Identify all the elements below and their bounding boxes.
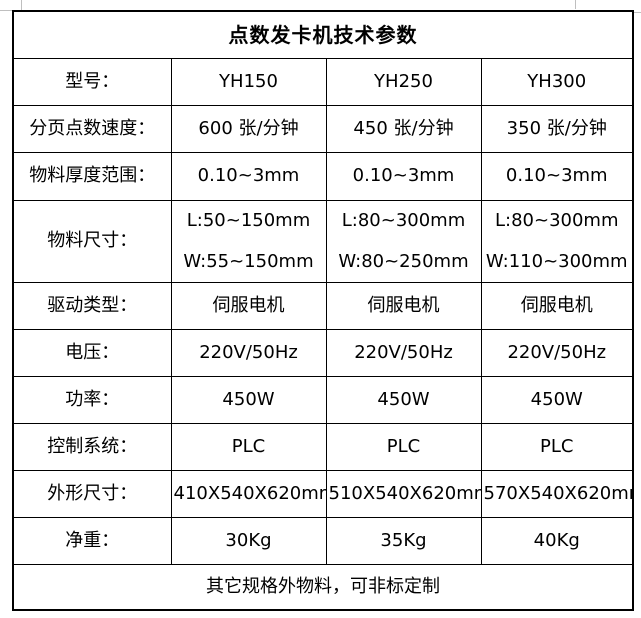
gridline-artifact — [21, 0, 22, 10]
label-counting-speed: 分页点数速度： — [12, 104, 172, 153]
table-row: 功率： 450W 450W 450W — [12, 375, 634, 424]
value-model-2: YH250 — [325, 57, 482, 106]
table-row: 物料尺寸： L:50~150mm W:55~150mm L:80~300mm W… — [12, 199, 634, 283]
value-voltage-1: 220V/50Hz — [170, 328, 327, 377]
value-voltage-3: 220V/50Hz — [480, 328, 634, 377]
table-row-title: 点数发卡机技术参数 — [12, 10, 634, 59]
value-model-3: YH300 — [480, 57, 634, 106]
value-thickness-range-1: 0.10~3mm — [170, 151, 327, 201]
table-row: 控制系统： PLC PLC PLC — [12, 422, 634, 471]
size-width-line: W:110~300mm — [485, 250, 628, 272]
table-row-footer: 其它规格外物料，可非标定制 — [12, 563, 634, 611]
value-drive-type-1: 伺服电机 — [170, 281, 327, 330]
size-width-line: W:55~150mm — [183, 250, 314, 272]
size-length-line: L:80~300mm — [341, 209, 466, 231]
value-drive-type-3: 伺服电机 — [480, 281, 634, 330]
value-outer-dimensions-2: 510X540X620mm — [325, 469, 482, 518]
value-power-1: 450W — [170, 375, 327, 424]
gridline-artifact — [0, 10, 12, 11]
label-material-size: 物料尺寸： — [12, 199, 172, 283]
gridline-artifact — [632, 12, 641, 13]
value-control-system-3: PLC — [480, 422, 634, 471]
label-power: 功率： — [12, 375, 172, 424]
value-net-weight-2: 35Kg — [325, 516, 482, 565]
value-thickness-range-3: 0.10~3mm — [480, 151, 634, 201]
label-drive-type: 驱动类型： — [12, 281, 172, 330]
value-power-3: 450W — [480, 375, 634, 424]
table-title: 点数发卡机技术参数 — [12, 10, 634, 59]
value-power-2: 450W — [325, 375, 482, 424]
value-outer-dimensions-1: 410X540X620mm — [170, 469, 327, 518]
value-material-size-2: L:80~300mm W:80~250mm — [325, 199, 482, 283]
table-row: 电压： 220V/50Hz 220V/50Hz 220V/50Hz — [12, 328, 634, 377]
label-thickness-range: 物料厚度范围： — [12, 151, 172, 201]
value-material-size-3: L:80~300mm W:110~300mm — [480, 199, 634, 283]
value-drive-type-2: 伺服电机 — [325, 281, 482, 330]
value-control-system-1: PLC — [170, 422, 327, 471]
value-counting-speed-3: 350 张/分钟 — [480, 104, 634, 153]
value-outer-dimensions-3: 570X540X620mm — [480, 469, 634, 518]
table-row: 分页点数速度： 600 张/分钟 450 张/分钟 350 张/分钟 — [12, 104, 634, 153]
gridline-artifact — [575, 0, 576, 9]
value-net-weight-3: 40Kg — [480, 516, 634, 565]
spec-table: 点数发卡机技术参数 型号： YH150 YH250 YH300 分页点数速度： … — [12, 10, 634, 611]
size-length-line: L:50~150mm — [186, 209, 311, 231]
label-net-weight: 净重： — [12, 516, 172, 565]
label-outer-dimensions: 外形尺寸： — [12, 469, 172, 518]
value-counting-speed-1: 600 张/分钟 — [170, 104, 327, 153]
label-control-system: 控制系统： — [12, 422, 172, 471]
size-width-line: W:80~250mm — [338, 250, 469, 272]
value-model-1: YH150 — [170, 57, 327, 106]
value-material-size-1: L:50~150mm W:55~150mm — [170, 199, 327, 283]
value-control-system-2: PLC — [325, 422, 482, 471]
size-length-line: L:80~300mm — [494, 209, 619, 231]
value-thickness-range-2: 0.10~3mm — [325, 151, 482, 201]
table-row: 驱动类型： 伺服电机 伺服电机 伺服电机 — [12, 281, 634, 330]
footer-note: 其它规格外物料，可非标定制 — [12, 563, 634, 611]
value-net-weight-1: 30Kg — [170, 516, 327, 565]
table-row: 型号： YH150 YH250 YH300 — [12, 57, 634, 106]
table-row: 净重： 30Kg 35Kg 40Kg — [12, 516, 634, 565]
label-model: 型号： — [12, 57, 172, 106]
table-row: 物料厚度范围： 0.10~3mm 0.10~3mm 0.10~3mm — [12, 151, 634, 201]
label-voltage: 电压： — [12, 328, 172, 377]
value-counting-speed-2: 450 张/分钟 — [325, 104, 482, 153]
table-row: 外形尺寸： 410X540X620mm 510X540X620mm 570X54… — [12, 469, 634, 518]
value-voltage-2: 220V/50Hz — [325, 328, 482, 377]
